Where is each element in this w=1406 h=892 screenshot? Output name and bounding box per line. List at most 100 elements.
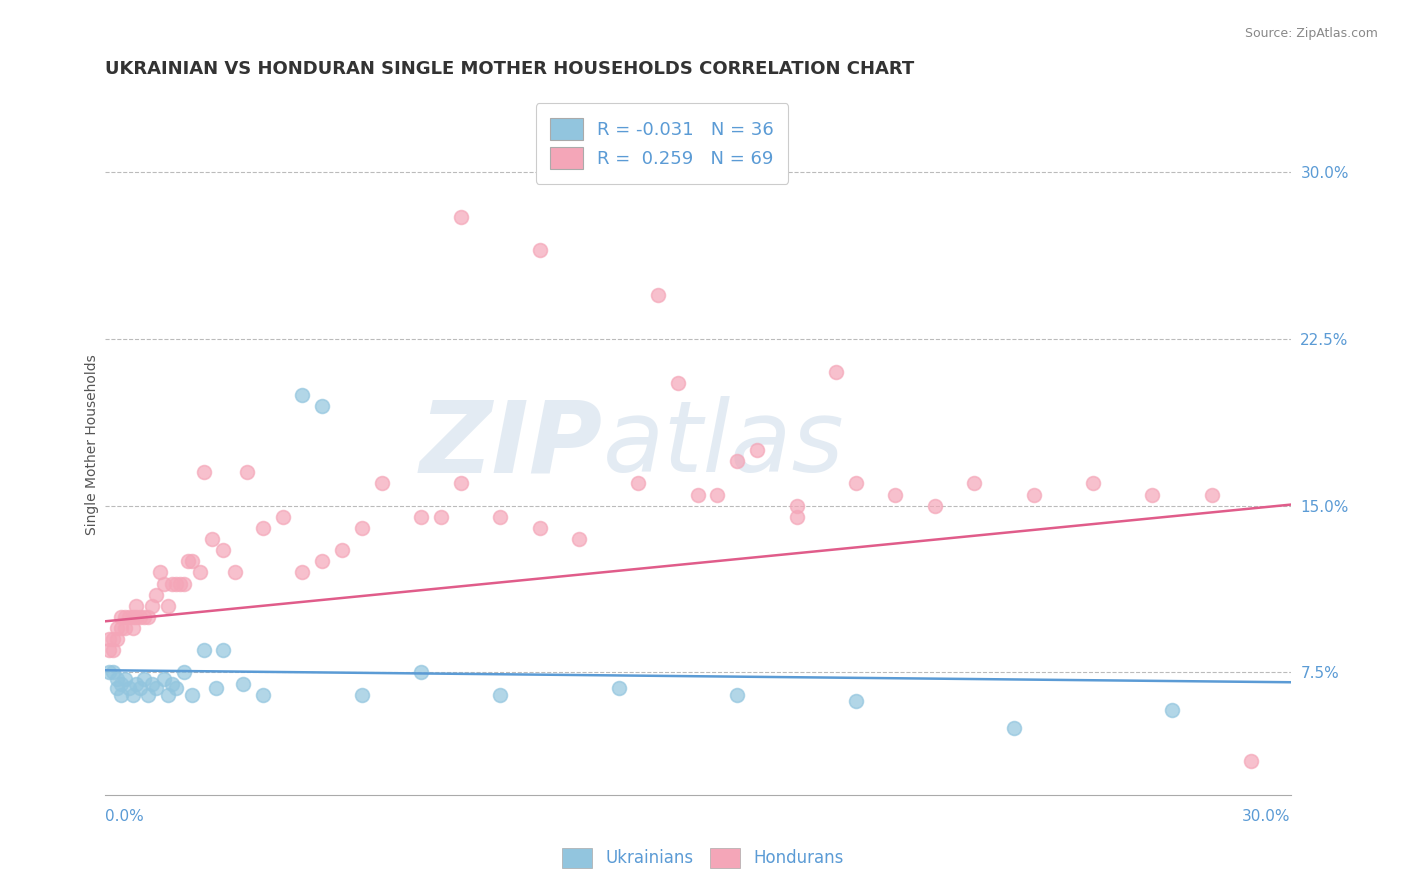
Point	[177, 554, 200, 568]
Point	[489, 688, 512, 702]
Point	[149, 566, 172, 580]
Point	[169, 576, 191, 591]
Point	[97, 632, 120, 647]
Point	[114, 610, 136, 624]
Point	[125, 599, 148, 613]
Point	[136, 688, 159, 702]
Text: UKRAINIAN VS HONDURAN SINGLE MOTHER HOUSEHOLDS CORRELATION CHART: UKRAINIAN VS HONDURAN SINGLE MOTHER HOUS…	[105, 60, 914, 78]
Point	[409, 665, 432, 680]
Point	[121, 688, 143, 702]
Point	[110, 688, 132, 702]
Point	[153, 576, 176, 591]
Point	[745, 443, 768, 458]
Point	[145, 588, 167, 602]
Point	[188, 566, 211, 580]
Legend: R = -0.031   N = 36, R =  0.259   N = 69: R = -0.031 N = 36, R = 0.259 N = 69	[536, 103, 789, 184]
Legend: Ukrainians, Hondurans: Ukrainians, Hondurans	[555, 841, 851, 875]
Point	[105, 632, 128, 647]
Point	[157, 599, 180, 613]
Y-axis label: Single Mother Households: Single Mother Households	[86, 354, 100, 535]
Point	[1142, 487, 1164, 501]
Text: ZIP: ZIP	[420, 396, 603, 493]
Point	[370, 476, 392, 491]
Point	[110, 610, 132, 624]
Point	[311, 554, 333, 568]
Point	[786, 509, 808, 524]
Point	[845, 694, 868, 708]
Point	[686, 487, 709, 501]
Point	[204, 681, 226, 695]
Point	[924, 499, 946, 513]
Point	[350, 688, 373, 702]
Point	[350, 521, 373, 535]
Point	[165, 576, 187, 591]
Point	[105, 672, 128, 686]
Text: 0.0%: 0.0%	[105, 809, 143, 823]
Point	[114, 621, 136, 635]
Point	[101, 632, 124, 647]
Point	[236, 466, 259, 480]
Point	[101, 643, 124, 657]
Point	[430, 509, 453, 524]
Point	[180, 554, 202, 568]
Point	[232, 676, 254, 690]
Point	[136, 610, 159, 624]
Point	[134, 672, 156, 686]
Point	[121, 610, 143, 624]
Point	[212, 543, 235, 558]
Point	[884, 487, 907, 501]
Point	[110, 621, 132, 635]
Point	[409, 509, 432, 524]
Point	[117, 681, 139, 695]
Point	[1002, 721, 1025, 735]
Point	[145, 681, 167, 695]
Point	[786, 499, 808, 513]
Point	[845, 476, 868, 491]
Point	[101, 665, 124, 680]
Point	[153, 672, 176, 686]
Point	[1240, 755, 1263, 769]
Point	[529, 521, 551, 535]
Point	[110, 676, 132, 690]
Point	[134, 610, 156, 624]
Point	[157, 688, 180, 702]
Point	[125, 610, 148, 624]
Text: 30.0%: 30.0%	[1241, 809, 1291, 823]
Point	[141, 599, 163, 613]
Point	[160, 576, 183, 591]
Point	[627, 476, 650, 491]
Point	[252, 688, 274, 702]
Point	[212, 643, 235, 657]
Point	[291, 566, 314, 580]
Point	[180, 688, 202, 702]
Point	[129, 610, 152, 624]
Point	[129, 681, 152, 695]
Point	[1022, 487, 1045, 501]
Point	[193, 466, 215, 480]
Point	[529, 243, 551, 257]
Point	[1201, 487, 1223, 501]
Point	[121, 621, 143, 635]
Point	[607, 681, 630, 695]
Point	[963, 476, 986, 491]
Point	[647, 287, 669, 301]
Text: Source: ZipAtlas.com: Source: ZipAtlas.com	[1244, 27, 1378, 40]
Point	[825, 365, 848, 379]
Text: atlas: atlas	[603, 396, 845, 493]
Point	[706, 487, 728, 501]
Point	[725, 688, 748, 702]
Point	[173, 665, 195, 680]
Point	[105, 621, 128, 635]
Point	[97, 643, 120, 657]
Point	[271, 509, 294, 524]
Point	[252, 521, 274, 535]
Point	[568, 532, 591, 546]
Point	[1161, 703, 1184, 717]
Point	[125, 676, 148, 690]
Point	[173, 576, 195, 591]
Point	[489, 509, 512, 524]
Point	[1081, 476, 1104, 491]
Point	[105, 681, 128, 695]
Point	[200, 532, 222, 546]
Point	[117, 610, 139, 624]
